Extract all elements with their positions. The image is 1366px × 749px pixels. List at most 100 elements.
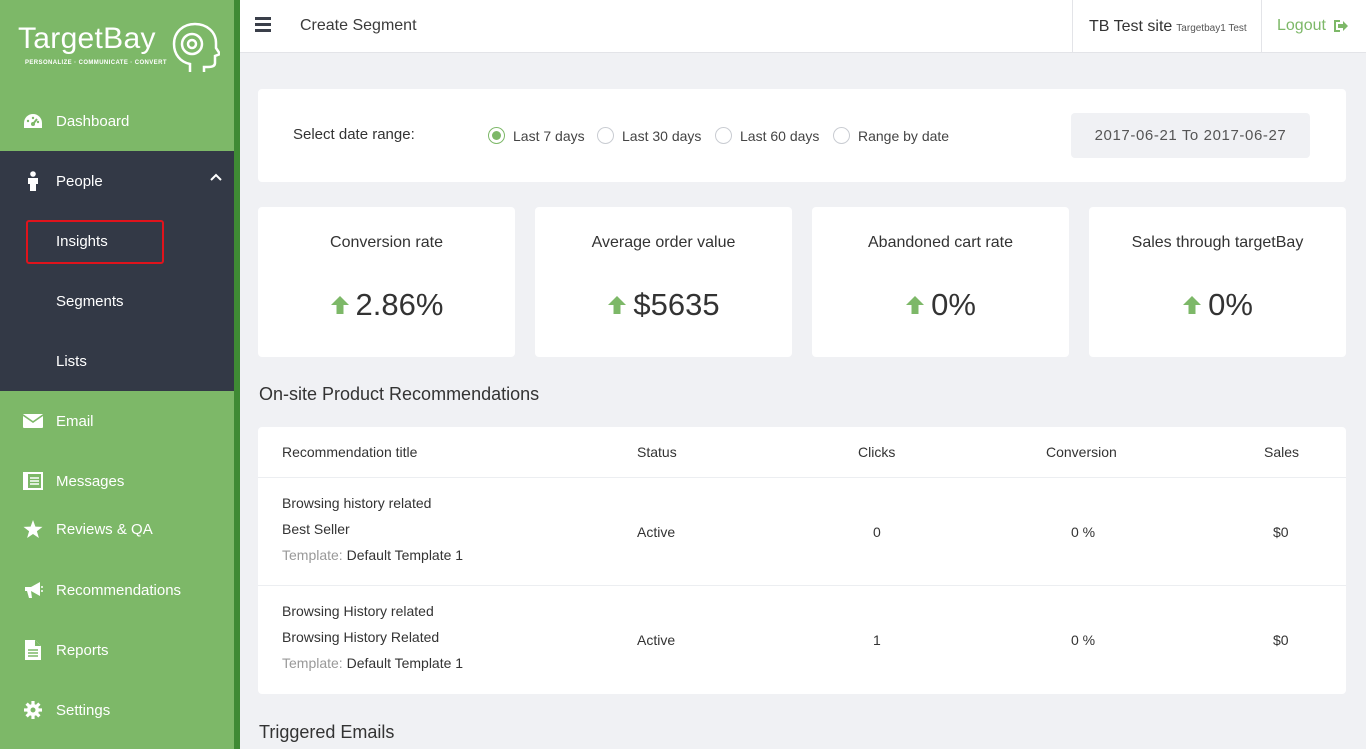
radio-label: Last 7 days [513,127,585,144]
metric-card-abandoned-cart-rate: Abandoned cart rate 0% [812,207,1069,357]
sidebar-item-email[interactable]: Email [0,391,234,451]
logout-link[interactable]: Logout [1277,17,1349,35]
brain-head-icon [172,22,220,72]
recommendation-template: Template: Default Template 1 [282,655,463,671]
site-name: TB Test site [1089,17,1173,35]
person-icon [22,170,44,192]
arrow-up-icon [330,296,349,314]
messages-icon [22,470,44,492]
sidebar-item-recommendations[interactable]: Recommendations [0,560,234,620]
metric-value: 2.86% [355,287,444,322]
brand-logo[interactable]: TargetBay PERSONALIZE · COMMUNICATE · CO… [0,0,234,91]
brand-tagline: PERSONALIZE · COMMUNICATE · CONVERT [25,60,167,66]
sales-value: $0 [1273,632,1289,648]
metric-value: 0% [931,287,976,322]
column-header-sales: Sales [1264,444,1300,460]
sign-out-icon [1333,20,1348,32]
envelope-icon [22,410,44,432]
hamburger-menu-icon[interactable] [255,17,271,32]
radio-circle [597,127,614,144]
column-header-title: Recommendation title [282,444,418,460]
sidebar-item-people[interactable]: People [0,151,234,211]
radio-last-7-days[interactable]: Last 7 days [488,127,585,144]
metric-value: $5635 [633,287,720,322]
dashboard-icon [22,110,44,132]
template-label: Template: [282,547,343,563]
sidebar-item-label: Settings [56,701,111,719]
sidebar-item-label: People [56,172,103,190]
section-title-triggered-emails: Triggered Emails [259,722,395,742]
date-range-label: Select date range: [293,126,415,143]
sidebar-item-label: Recommendations [56,581,182,599]
sidebar-item-label: Messages [56,472,125,490]
metric-title: Sales through targetBay [1131,234,1304,251]
date-range-card: Select date range: Last 7 days Last 30 d… [258,89,1346,182]
sidebar-item-messages[interactable]: Messages [0,451,234,511]
recommendation-template: Template: Default Template 1 [282,547,463,563]
radio-circle [715,127,732,144]
arrow-up-icon [1183,296,1202,314]
megaphone-icon [22,579,44,601]
sidebar-subitem-segments[interactable]: Segments [0,271,234,331]
clicks-value: 0 [873,524,881,540]
sidebar-item-settings[interactable]: Settings [0,680,234,740]
sidebar-item-label: Email [56,412,94,430]
sidebar-item-label: Reviews & QA [56,520,153,538]
metric-card-sales-through-targetbay: Sales through targetBay 0% [1089,207,1346,357]
conversion-value: 0 % [1071,632,1096,648]
sidebar-item-label: Dashboard [56,112,130,130]
sidebar: TargetBay PERSONALIZE · COMMUNICATE · CO… [0,0,240,749]
sidebar-item-dashboard[interactable]: Dashboard [0,91,234,151]
radio-last-30-days[interactable]: Last 30 days [597,127,701,144]
recommendation-line1: Browsing history related [282,495,432,511]
sidebar-item-reviews[interactable]: Reviews & QA [0,499,234,559]
conversion-value: 0 % [1071,524,1096,540]
table-row[interactable]: Browsing History related Browsing Histor… [258,585,1346,694]
document-icon [22,639,44,661]
gear-icon [22,699,44,721]
metric-value-row: $5635 [535,287,792,323]
clicks-value: 1 [873,632,881,648]
recommendation-line2: Best Seller [282,521,350,537]
status-value: Active [637,524,676,540]
radio-range-by-date[interactable]: Range by date [833,127,949,144]
brand-name: TargetBay [18,22,156,55]
radio-circle [488,127,505,144]
status-value: Active [637,632,676,648]
radio-last-60-days[interactable]: Last 60 days [715,127,819,144]
chevron-up-icon [210,173,222,181]
template-value: Default Template 1 [346,547,464,563]
template-label: Template: [282,655,343,671]
metric-title: Conversion rate [330,234,443,251]
sidebar-subitem-insights[interactable]: Insights [0,211,234,271]
sales-value: $0 [1273,524,1289,540]
insights-highlight [26,220,164,264]
star-icon [22,518,44,540]
radio-circle [833,127,850,144]
metric-value-row: 0% [1089,287,1346,323]
sidebar-item-label: Reports [56,641,109,659]
section-title-recommendations: On-site Product Recommendations [259,384,540,404]
template-value: Default Template 1 [346,655,464,671]
sidebar-subitem-label: Insights [56,232,108,250]
topbar: Create Segment TB Test site Targetbay1 T… [240,0,1366,53]
metric-card-conversion-rate: Conversion rate 2.86% [258,207,515,357]
column-header-clicks: Clicks [858,444,896,460]
column-header-conversion: Conversion [1046,444,1117,460]
logout-label: Logout [1277,17,1326,34]
metric-title: Abandoned cart rate [868,234,1013,251]
page-title: Create Segment [300,17,417,34]
sidebar-subitem-label: Lists [56,352,87,370]
sidebar-subitem-lists[interactable]: Lists [0,331,234,391]
arrow-up-icon [906,296,925,314]
radio-label: Range by date [858,127,950,144]
sidebar-subitem-label: Segments [56,292,124,310]
sidebar-item-reports[interactable]: Reports [0,620,234,680]
metric-value-row: 2.86% [258,287,515,323]
table-row[interactable]: Browsing history related Best Seller Tem… [258,477,1346,585]
site-selector[interactable]: TB Test site Targetbay1 Test [1072,0,1262,53]
column-header-status: Status [637,444,677,460]
date-range-display[interactable]: 2017-06-21 To 2017-06-27 [1071,113,1310,158]
metric-value: 0% [1208,287,1253,322]
recommendations-table: Recommendation title Status Clicks Conve… [258,427,1346,694]
